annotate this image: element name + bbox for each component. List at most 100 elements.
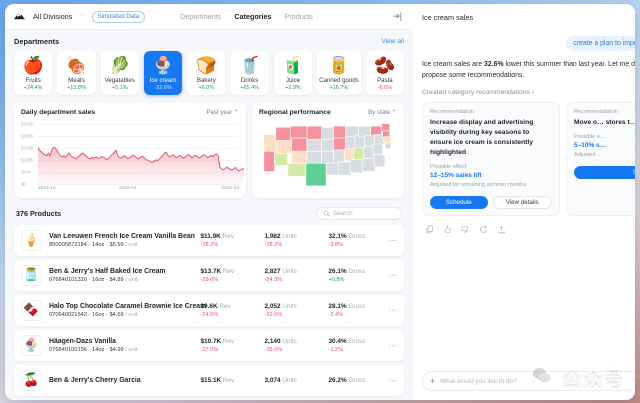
add-attachment-icon[interactable]: + [430,376,436,386]
metric-rev: $9.6K Rev -24.5% [200,302,231,318]
product-thumbnail: 🍒 [21,369,42,391]
product-info: Van Leeuwen French Ice Cream Vanilla Bea… [49,233,195,248]
brand-logo-icon [14,13,25,20]
department-name: Juice [285,77,301,84]
pasta-bag-icon: 🫘 [374,56,396,75]
chat-messages: create a plan to improve ice cream sales… [413,30,635,365]
row-more-icon[interactable]: ⋯ [388,270,397,280]
share-icon[interactable] [497,225,506,234]
metric-rev: $11.9K Rev -28.2% [200,232,234,248]
chat-input[interactable]: + What would you like to do? ↑ [422,371,635,391]
department-name: Canned goods [319,77,359,84]
search-input[interactable]: Search [316,206,402,220]
chevron-down-icon[interactable]: ⌃ [80,13,85,20]
department-tile-bakery[interactable]: 🍞 Bakery +6.0% [187,51,226,95]
created-recommendations-link[interactable]: Created category recommendations › [422,88,535,96]
chat-input-placeholder: What would you like to do? [440,377,517,385]
bread-icon: 🍞 [195,56,217,75]
department-name: Vegatables [104,77,135,84]
meat-icon: 🍖 [65,56,88,75]
view-details-button[interactable]: View details [492,195,552,209]
chart-header: Daily department sales Past year ⌃ [21,109,239,116]
chart-header: Regional performance By state ⌃ [259,109,397,116]
metric-units: 1,982 Units -28.2% [264,232,297,248]
schedule-button[interactable]: Schedule [430,195,488,209]
row-more-icon[interactable]: ⋯ [388,340,397,350]
division-selector-label[interactable]: All Divisions [33,12,73,21]
table-row[interactable]: 🍒 Ben & Jerry's Cherry Garcia $15.1K Rev… [14,364,404,396]
tab-departments[interactable]: Departments [180,12,222,21]
department-tile-pasta[interactable]: 🫘 Pasta -8.6% [365,51,405,95]
row-more-icon[interactable]: ⋯ [388,375,397,385]
recommendation-label: Recommendation [574,108,618,115]
drink-can-icon: 🥤 [239,56,261,75]
metric-units: 2,052 Units -22.6% [264,302,297,318]
x-tick-end: 2025-10 [221,185,239,191]
product-metrics: $15.1K Rev 3,074 Units 26.2% Gross [201,377,379,384]
ice-cream-pint-icon: 🫙 [23,267,40,282]
product-metrics: $13.7K Rev -29.0% 2,827 Units -24.3% 26.1%… [201,268,379,283]
analytics-scroll-area[interactable]: Departments View all 🍎 Fruits +24.4% 🍖 M… [5,30,413,400]
department-tile-fruits[interactable]: 🍎 Fruits +24.4% [14,51,53,95]
department-name: Bakery [196,77,216,84]
refresh-icon[interactable] [479,225,488,234]
table-row[interactable]: 🍫 Halo Top Chocolate Caramel Brownie Ice… [14,294,404,326]
copy-icon[interactable] [425,225,434,234]
table-row[interactable]: 🍦 Van Leeuwen French Ice Cream Vanilla B… [14,224,404,256]
assistant-pane: Ice cream sales ⋯ create a plan to impro… [413,4,635,400]
wechat-icon [532,368,551,383]
department-tile-canned-goods[interactable]: 🥫 Canned goods +16.7% [317,51,361,95]
tab-categories[interactable]: Categories [234,12,272,21]
department-delta: +16.7% [329,84,349,91]
products-list[interactable]: 🍦 Van Leeuwen French Ice Cream Vanilla B… [14,224,404,396]
department-delta: +13.8% [67,84,86,91]
thumbs-down-icon[interactable] [461,225,470,234]
analytics-pane: All Divisions ⌃ Simulated Data Departmen… [5,4,413,400]
recommendation-card[interactable]: Recommendation Move o… stores t… missed … [566,101,635,216]
departments-title: Departments [14,37,60,46]
recommendation-card[interactable]: Recommendation Increase display and adve… [422,101,560,216]
simulated-data-badge[interactable]: Simulated Data [91,10,146,23]
us-choropleth-map[interactable] [259,118,397,194]
view-all-link[interactable]: View all [381,38,404,45]
by-state-selector[interactable]: By state ⌃ [368,108,397,116]
possible-effect-value: 12–15% sales lift [430,171,482,179]
x-tick-mid: 2025-04 [119,185,137,191]
tab-products[interactable]: Products [284,12,313,21]
table-row[interactable]: 🍨 Häagen-Dazs Vanilla 076840100156 · 14o… [14,329,404,361]
department-delta: -8.6% [377,84,393,91]
metric-gross: 26.2% Gross [328,376,366,384]
department-name: Drinks [240,77,259,84]
recommendation-actions: S [574,165,635,179]
department-delta: +24.4% [23,84,43,91]
top-bar: All Divisions ⌃ Simulated Data Departmen… [5,4,413,30]
range-selector[interactable]: Past year ⌃ [206,108,239,116]
product-metrics: $9.6K Rev -24.5% 2,052 Units -22.6% 28.1% … [201,303,379,318]
department-tile-meats[interactable]: 🍖 Meats +13.8% [57,51,96,95]
y-tick-0: $0 [21,181,27,186]
regional-performance-card: Regional performance By state ⌃ [252,102,404,198]
assistant-message: Ice cream sales are 32.6% lower this sum… [422,61,635,80]
product-meta: 850005872184 · 14oz · $5.99 / unit [49,241,138,248]
table-row[interactable]: 🫙 Ben & Jerry's Half Baked Ice Cream 076… [14,259,404,291]
search-placeholder: Search [333,209,353,217]
department-tile-juice[interactable]: 🧃 Juice +2.9% [273,51,313,95]
thumbs-up-icon[interactable] [443,225,452,234]
product-name: Ben & Jerry's Cherry Garcia [49,376,141,384]
message-action-bar [422,216,635,234]
department-delta: +5.1% [111,84,128,91]
department-delta: +2.9% [285,84,301,91]
row-more-icon[interactable]: ⋯ [388,305,397,315]
recommendation-actions: Schedule View details [430,195,552,209]
product-name: Ben & Jerry's Half Baked Ice Cream [49,267,166,275]
row-more-icon[interactable]: ⋯ [388,235,397,245]
panel-collapse-icon[interactable]: ⇥| [392,11,402,21]
department-tile-vegatables[interactable]: 🥬 Vegatables +5.1% [100,51,139,95]
sales-plot: $250k $200k $150k $100k $50k $0 2024-10 … [21,118,244,194]
department-tile-drinks[interactable]: 🥤 Drinks +65.4% [230,51,269,95]
product-info: Ben & Jerry's Cherry Garcia [49,377,141,384]
charts-row: Daily department sales Past year ⌃ $250k… [14,102,404,198]
schedule-button[interactable]: S [574,165,635,179]
department-tile-ice-cream[interactable]: 🍨 Ice cream -32.6% [143,51,183,95]
